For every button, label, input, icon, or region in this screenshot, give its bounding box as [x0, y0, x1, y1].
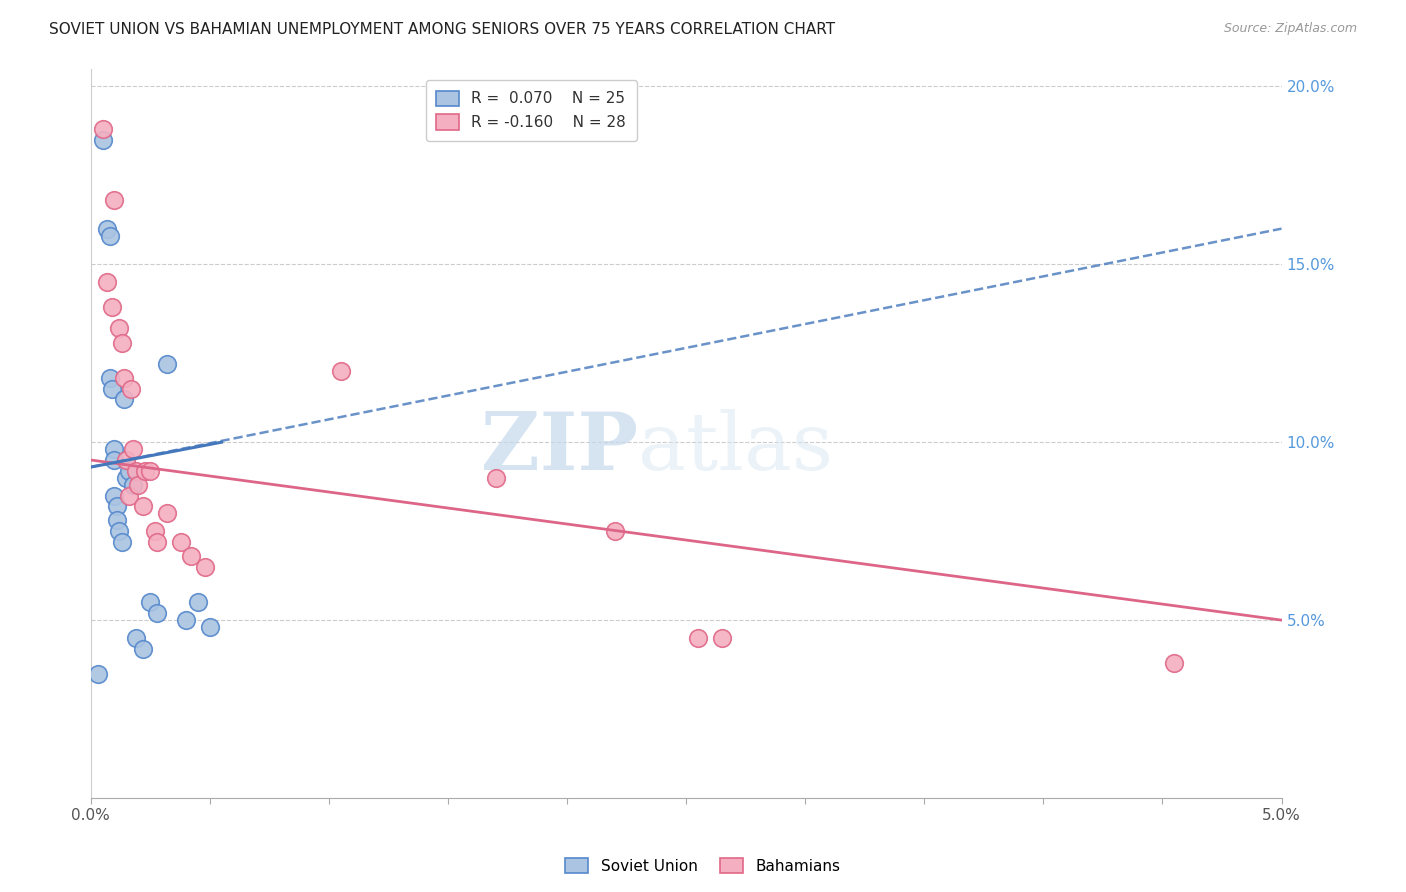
Point [174, 613, 197, 627]
Point [101, 300, 124, 314]
Point [146, 606, 169, 620]
Point [110, 534, 132, 549]
Point [118, 464, 141, 478]
Point [118, 489, 141, 503]
Point [603, 524, 626, 538]
Point [180, 549, 202, 563]
Point [122, 478, 145, 492]
Point [139, 464, 162, 478]
Legend: Soviet Union, Bahamians: Soviet Union, Bahamians [560, 852, 846, 880]
Point [156, 507, 179, 521]
Point [112, 392, 135, 407]
Point [1163, 656, 1185, 670]
Point [91, 133, 114, 147]
Point [170, 534, 193, 549]
Point [105, 513, 128, 527]
Point [329, 364, 352, 378]
Point [122, 442, 145, 457]
Point [105, 500, 128, 514]
Point [132, 500, 155, 514]
Point [87, 666, 110, 681]
Text: Source: ZipAtlas.com: Source: ZipAtlas.com [1223, 22, 1357, 36]
Point [146, 534, 169, 549]
Point [125, 631, 148, 645]
Point [187, 595, 209, 609]
Point [96, 275, 118, 289]
Text: SOVIET UNION VS BAHAMIAN UNEMPLOYMENT AMONG SENIORS OVER 75 YEARS CORRELATION CH: SOVIET UNION VS BAHAMIAN UNEMPLOYMENT AM… [49, 22, 835, 37]
Point [198, 620, 221, 634]
Text: ZIP: ZIP [481, 409, 638, 487]
Point [686, 631, 709, 645]
Point [98, 228, 121, 243]
Text: atlas: atlas [638, 409, 834, 487]
Point [96, 221, 118, 235]
Point [103, 489, 125, 503]
Legend: R =  0.070    N = 25, R = -0.160    N = 28: R = 0.070 N = 25, R = -0.160 N = 28 [426, 79, 637, 141]
Point [108, 524, 131, 538]
Point [143, 524, 166, 538]
Point [127, 478, 149, 492]
Point [125, 464, 148, 478]
Point [98, 371, 121, 385]
Point [484, 471, 506, 485]
Point [120, 382, 142, 396]
Point [101, 382, 124, 396]
Point [103, 453, 125, 467]
Point [134, 464, 156, 478]
Point [194, 559, 217, 574]
Point [132, 641, 155, 656]
Point [103, 442, 125, 457]
Point [103, 193, 125, 207]
Point [710, 631, 733, 645]
Point [112, 371, 135, 385]
Point [139, 595, 162, 609]
Point [108, 321, 131, 335]
Point [110, 335, 132, 350]
Point [156, 357, 179, 371]
Point [115, 453, 138, 467]
Point [91, 122, 114, 136]
Point [115, 471, 138, 485]
